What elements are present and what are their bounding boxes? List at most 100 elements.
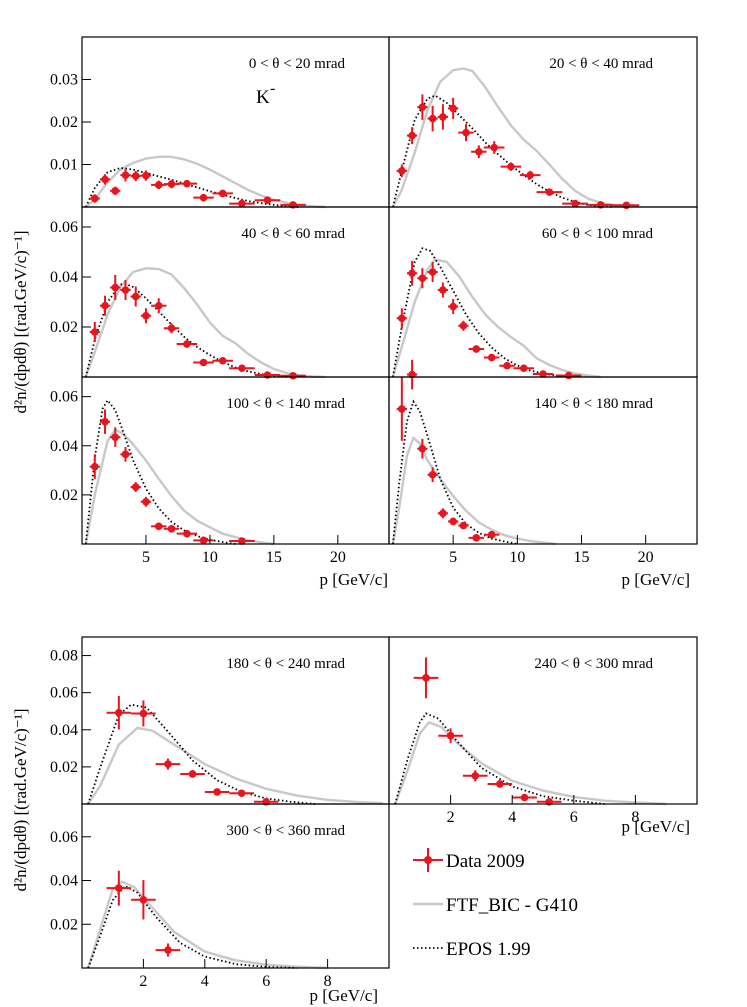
data-point	[193, 536, 214, 545]
data-point	[106, 870, 132, 906]
data-marker	[408, 131, 416, 140]
data-point	[458, 320, 469, 331]
data-point	[89, 194, 100, 203]
y-tick-label: 0.06	[50, 685, 78, 702]
data-marker	[101, 301, 109, 310]
epos-curve-pad-4	[392, 247, 569, 378]
data-point	[483, 141, 505, 154]
data-marker	[167, 524, 176, 533]
data-point	[427, 262, 438, 282]
data-marker	[90, 462, 99, 471]
theta-range-label: 300 < θ < 360 mrad	[226, 823, 345, 839]
y-axis-title-bottom: d²n/(dpdθ) [(rad.GeV/c)⁻¹]	[11, 708, 30, 891]
data-marker	[101, 175, 109, 184]
data-marker	[115, 708, 123, 717]
data-marker	[459, 321, 468, 330]
data-point	[89, 454, 100, 479]
data-marker	[121, 450, 130, 459]
data-marker	[263, 371, 272, 379]
data-point	[396, 377, 407, 441]
data-marker	[449, 302, 457, 311]
x-tick-label: 20	[330, 549, 346, 566]
theta-range-label: 20 < θ < 40 mrad	[549, 56, 653, 72]
data-marker	[183, 340, 191, 348]
particle-label: K	[256, 87, 270, 108]
x-tick-label: 20	[638, 549, 654, 566]
y-axis-title-top: d²n/(dpdθ) [(rad.GeV/c)⁻¹]	[11, 230, 30, 413]
data-point	[140, 170, 152, 181]
data-point	[462, 770, 488, 782]
epos-curve-pad-7	[87, 703, 316, 805]
data-point	[99, 295, 111, 316]
y-tick-label: 0.06	[50, 219, 78, 236]
chart-pad-4: 60 < θ < 100 mrad	[388, 206, 698, 380]
legend: Data 2009 FTF_BIC - G410 EPOS 1.99	[413, 848, 578, 960]
x-axis-title-bottom-left: p [GeV/c]	[310, 986, 378, 1005]
chart-pad-5: 0.02 0.04 0.06 5 10 15 20 100 < θ < 140 mrad	[50, 376, 390, 566]
data-point	[89, 322, 100, 342]
data-point	[229, 199, 255, 208]
data-point	[130, 482, 141, 492]
data-point	[151, 522, 167, 531]
y-tick-label: 0.02	[50, 114, 78, 131]
data-point	[406, 127, 418, 145]
y-tick-label: 0.04	[50, 873, 78, 890]
data-marker	[422, 674, 430, 682]
data-marker	[115, 884, 123, 892]
x-axis-title-mid-right: p [GeV/c]	[622, 817, 690, 836]
data-marker	[183, 179, 191, 188]
x-tick-label: 10	[202, 549, 218, 566]
ftf-curve-pad-7	[87, 726, 383, 805]
data-point	[427, 467, 438, 483]
data-marker	[164, 760, 172, 768]
data-marker	[446, 731, 455, 740]
x-tick-label: 15	[574, 549, 590, 566]
data-marker	[213, 788, 221, 796]
epos-curve-pad-9	[87, 884, 297, 969]
data-point	[163, 524, 180, 533]
data-point	[110, 275, 121, 300]
y-tick-label: 0.02	[50, 487, 78, 504]
data-point	[254, 371, 281, 379]
data-point	[131, 880, 156, 920]
data-marker	[503, 361, 511, 370]
data-point	[413, 657, 439, 699]
data-point	[193, 358, 214, 367]
x-tick-label: 15	[266, 549, 282, 566]
legend-data-marker	[424, 856, 432, 864]
ftf-curve-pad-8	[394, 720, 667, 806]
x-axis-title-top-right: p [GeV/c]	[622, 570, 690, 589]
data-marker	[167, 180, 176, 188]
data-marker	[131, 483, 140, 491]
data-point	[204, 788, 230, 796]
data-marker	[139, 709, 148, 718]
pad-frame	[81, 803, 390, 969]
data-marker	[490, 143, 499, 152]
data-marker	[154, 522, 163, 531]
chart-pad-6: 5 10 15 20 140 < θ < 180 mrad	[388, 359, 698, 566]
data-point	[458, 521, 469, 530]
data-marker	[183, 529, 191, 538]
data-point	[140, 308, 152, 324]
data-point	[512, 793, 537, 802]
y-tick-label: 0.02	[50, 916, 78, 933]
data-marker	[199, 358, 208, 367]
data-point	[176, 529, 198, 538]
data-marker	[188, 770, 197, 778]
data-marker	[519, 364, 528, 373]
data-marker	[496, 780, 504, 788]
data-marker	[398, 405, 406, 413]
data-point	[120, 446, 131, 462]
data-marker	[408, 269, 416, 278]
data-point	[180, 770, 205, 778]
data-point	[562, 199, 588, 208]
data-point	[417, 268, 428, 289]
data-point	[176, 179, 198, 188]
data-point	[487, 780, 513, 788]
pad-frame	[388, 636, 698, 805]
data-marker	[418, 103, 427, 111]
data-marker	[428, 470, 437, 479]
data-point	[483, 530, 500, 539]
data-marker	[571, 199, 579, 208]
data-marker	[459, 521, 468, 530]
